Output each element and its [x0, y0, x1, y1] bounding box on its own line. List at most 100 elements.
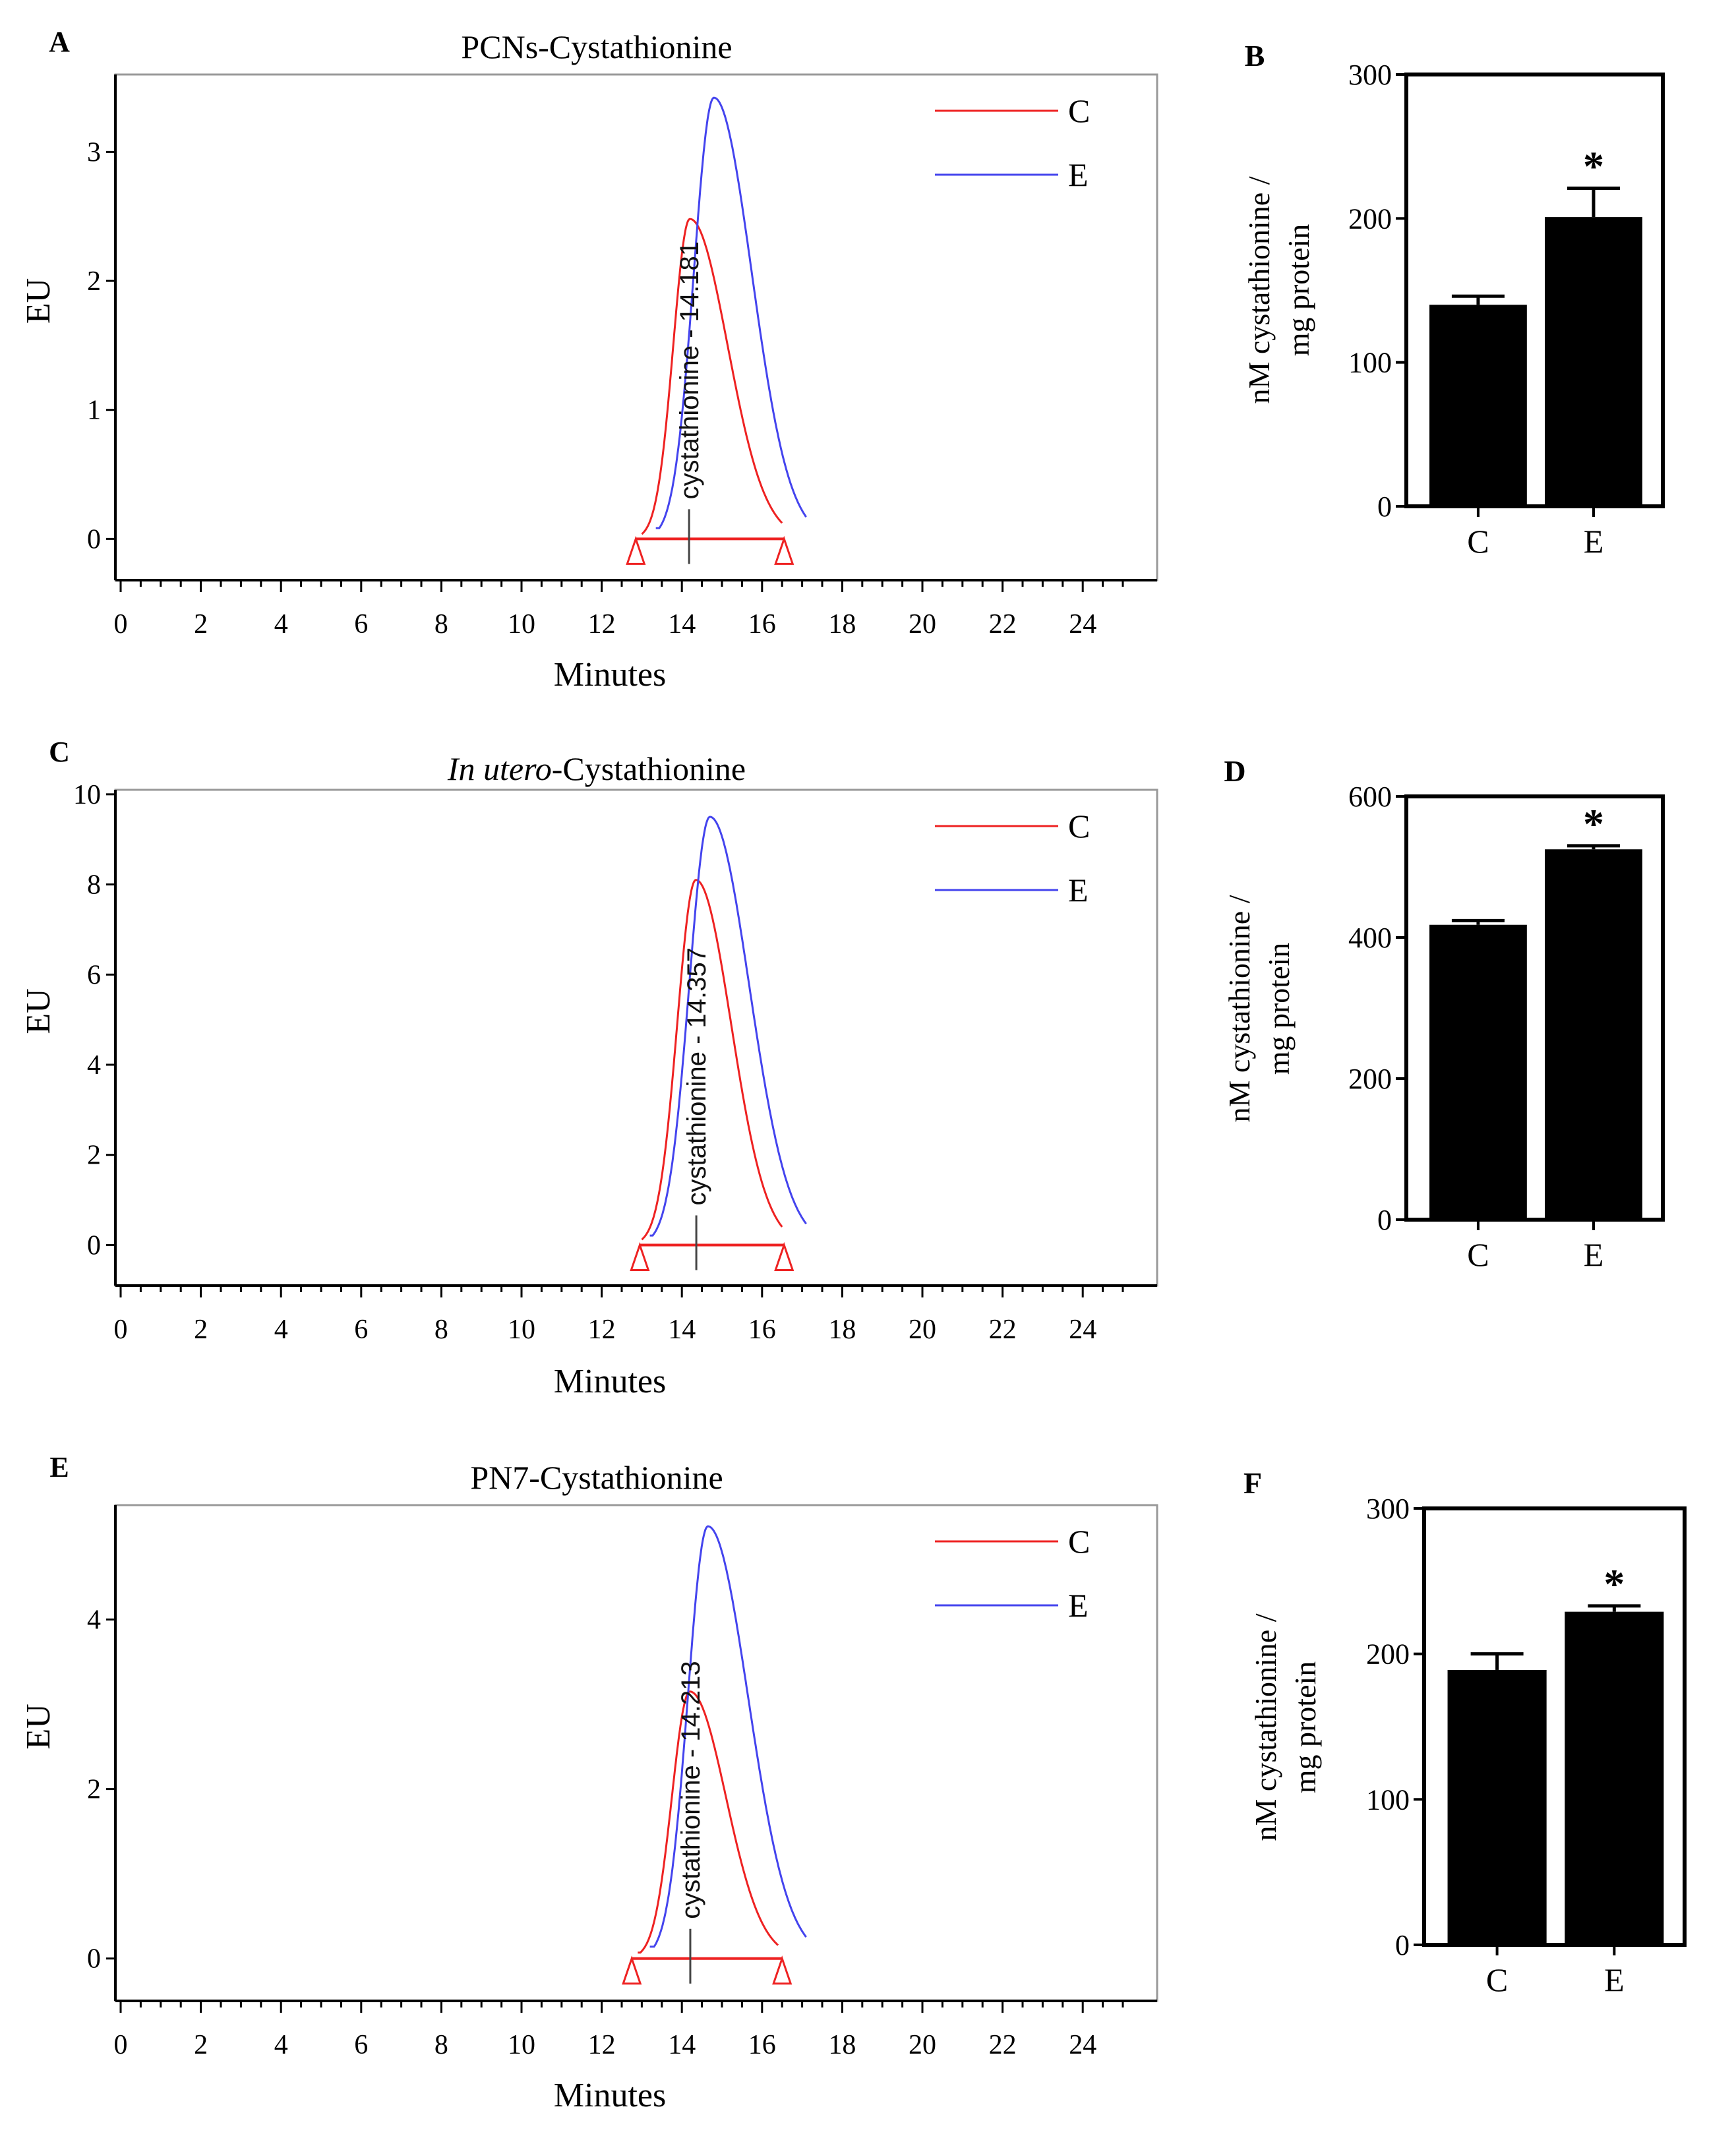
x-tick-label: 12 [588, 609, 616, 639]
x-tick-label: C [1467, 523, 1489, 560]
y-tick-label: 100 [1348, 347, 1392, 379]
bar-E [1545, 217, 1642, 506]
x-tick-label: 8 [434, 2030, 448, 2060]
x-axis-label: Minutes [554, 2077, 666, 2114]
chart-title-text: -Cystathionine [552, 750, 746, 787]
series-line-E [649, 1525, 807, 1948]
x-tick-label: 10 [508, 2030, 535, 2060]
legend-label-E: E [1068, 156, 1089, 193]
x-tick-label: 12 [588, 2030, 616, 2060]
baseline-start-marker [622, 1955, 642, 1985]
y-tick-label: 0 [87, 1944, 101, 1975]
x-axis-label: Minutes [554, 656, 666, 694]
x-tick-label: 0 [114, 609, 128, 639]
chart-title-italic: In utero [447, 750, 552, 787]
x-tick-label: 0 [114, 2030, 128, 2060]
x-tick-label: C [1486, 1961, 1508, 1998]
baseline-start-marker [626, 535, 646, 565]
bar-panel-B: B 0 100 200 300 C * EnM cystathionine / mg prote… [1242, 39, 1665, 560]
x-tick-label: 8 [434, 609, 448, 639]
peak-annotation: cystathionine - 14.181 [675, 241, 704, 499]
legend-label-E: E [1068, 872, 1089, 908]
plot-frame [114, 788, 1158, 1287]
panel-label: C [49, 736, 70, 768]
bar-C [1447, 1669, 1547, 1945]
x-tick-label: 16 [748, 2030, 776, 2060]
x-tick-label: 2 [194, 1315, 208, 1345]
peak-annotation: cystathionine - 14.213 [676, 1661, 705, 1918]
y-tick-label: 0 [87, 524, 101, 554]
x-tick-label: 2 [194, 2030, 208, 2060]
plot-frame [114, 1504, 1158, 2002]
peak-annotation: cystathionine - 14.357 [682, 947, 711, 1205]
panel-label: E [49, 1451, 69, 1483]
y-axis-label-line: nM cystathionine / [1242, 176, 1276, 403]
bar-C [1429, 305, 1527, 506]
y-tick-label: 4 [87, 1605, 101, 1636]
legend-label-C: C [1068, 92, 1090, 129]
x-tick-label: E [1604, 1961, 1625, 1998]
baseline-start-marker [630, 1241, 650, 1271]
x-tick-label: C [1467, 1236, 1489, 1273]
x-tick-label: 4 [274, 2030, 288, 2060]
y-tick-label: 6 [87, 960, 101, 990]
bar-E [1565, 1611, 1664, 1945]
x-tick-label: 24 [1069, 2030, 1096, 2060]
y-tick-label: 0 [1377, 1204, 1392, 1236]
x-tick-label: 6 [354, 2030, 368, 2060]
chart-title: In utero-Cystathionine [447, 750, 746, 787]
x-tick-label: 18 [828, 609, 856, 639]
x-tick-label: 14 [668, 1315, 696, 1345]
chart-title-text: PN7-Cystathionine [470, 1459, 723, 1496]
panel-label: B [1245, 39, 1265, 73]
y-axis-label-line: nM cystathionine / [1222, 895, 1256, 1122]
y-tick-label: 300 [1348, 59, 1392, 91]
x-axis-label: Minutes [554, 1363, 666, 1400]
significance-marker: * [1583, 800, 1604, 847]
significance-marker: * [1583, 142, 1604, 189]
legend-label-C: C [1068, 1523, 1090, 1560]
x-tick-label: 18 [828, 2030, 856, 2060]
chart-title: PCNs-Cystathionine [461, 28, 732, 65]
y-tick-label: 8 [87, 870, 101, 901]
baseline-end-marker [774, 1241, 794, 1271]
panel-label: A [49, 26, 70, 58]
legend-label-C: C [1068, 808, 1090, 845]
x-tick-label: E [1584, 1236, 1604, 1273]
x-tick-label: 14 [668, 609, 696, 639]
y-tick-label: 0 [87, 1230, 101, 1261]
x-tick-label: 20 [909, 1315, 936, 1345]
x-tick-label: 12 [588, 1315, 616, 1345]
bar-C [1429, 924, 1527, 1220]
bar-panel-F: F 0 100 200 300 C * EnM cystathionine / mg prote… [1243, 1466, 1687, 1998]
y-tick-label: 2 [87, 1775, 101, 1805]
y-tick-label: 2 [87, 266, 101, 297]
y-tick-label: 600 [1348, 781, 1392, 813]
y-axis-label: EU [20, 278, 57, 324]
y-axis-label: nM cystathionine / mg protein [1222, 895, 1296, 1122]
x-tick-label: 6 [354, 609, 368, 639]
x-tick-label: 4 [274, 1315, 288, 1345]
chart-title: PN7-Cystathionine [470, 1459, 723, 1496]
y-tick-label: 200 [1366, 1638, 1410, 1671]
x-tick-label: 20 [909, 2030, 936, 2060]
y-tick-label: 0 [1395, 1929, 1410, 1961]
y-tick-label: 0 [1377, 490, 1392, 523]
x-tick-label: 10 [508, 1315, 535, 1345]
x-tick-label: 16 [748, 609, 776, 639]
series-line-E [649, 816, 807, 1237]
y-axis-label: EU [20, 1704, 57, 1749]
y-tick-label: 4 [87, 1050, 101, 1081]
plot-frame [1404, 794, 1665, 1222]
x-tick-label: 10 [508, 609, 535, 639]
x-tick-label: 14 [668, 2030, 696, 2060]
y-tick-label: 10 [73, 780, 101, 810]
bar-E [1545, 849, 1642, 1220]
x-tick-label: 22 [989, 609, 1017, 639]
y-tick-label: 400 [1348, 922, 1392, 954]
y-axis-label-line: mg protein [1288, 1661, 1322, 1794]
baseline-end-marker [772, 1955, 793, 1985]
